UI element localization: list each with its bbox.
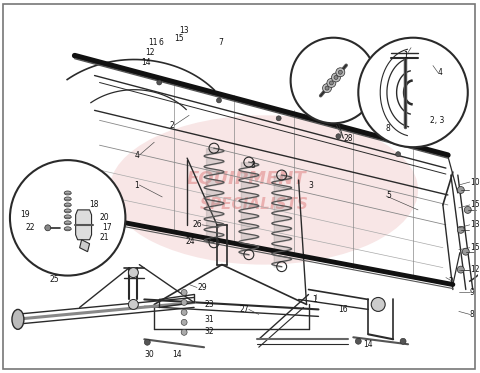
Circle shape [457,266,464,273]
Circle shape [457,226,464,233]
Text: 4: 4 [134,151,139,160]
Text: 14: 14 [142,58,151,67]
Text: 31: 31 [204,315,214,324]
Text: 15: 15 [470,200,480,209]
Circle shape [144,339,150,345]
Text: 9: 9 [470,288,475,297]
Text: 8: 8 [385,124,390,133]
Ellipse shape [64,215,71,219]
Circle shape [290,38,376,123]
Circle shape [338,70,342,74]
Text: 6: 6 [159,38,164,47]
Text: 4: 4 [438,68,443,77]
Circle shape [334,75,338,79]
Text: 1: 1 [404,51,408,60]
Text: 29: 29 [197,283,207,292]
Ellipse shape [64,203,71,207]
Text: 2: 2 [169,121,174,130]
Text: 5: 5 [386,191,391,200]
Text: 1: 1 [134,181,139,189]
Text: 16: 16 [338,305,348,314]
Text: 2, 3: 2, 3 [430,116,444,125]
Circle shape [323,84,332,93]
Text: 12: 12 [470,265,479,274]
Text: 14: 14 [172,350,182,359]
Text: 27: 27 [239,305,249,314]
Circle shape [332,73,340,82]
Text: 32: 32 [204,327,214,336]
Text: 17: 17 [103,223,112,232]
Ellipse shape [64,221,71,225]
Text: 22: 22 [25,223,35,232]
Text: 10: 10 [470,178,480,186]
Text: 8: 8 [470,310,475,319]
Circle shape [355,338,361,344]
Text: 20: 20 [99,213,109,222]
Text: 24: 24 [185,237,195,246]
Circle shape [336,134,341,139]
Polygon shape [80,240,90,252]
Ellipse shape [12,310,24,329]
Circle shape [457,186,464,194]
Text: 1: 1 [312,295,316,304]
Circle shape [45,225,51,231]
Text: EQUIPMENT: EQUIPMENT [187,169,307,187]
Text: 3: 3 [251,161,256,170]
Circle shape [181,300,187,305]
Text: 11: 11 [148,38,157,47]
Text: 13: 13 [470,220,480,229]
Text: 21: 21 [99,233,109,242]
Circle shape [464,206,471,213]
Text: 3: 3 [309,181,313,189]
Circle shape [396,152,401,157]
Text: SPECIALISTS: SPECIALISTS [199,197,308,212]
Circle shape [128,300,138,310]
Circle shape [358,38,468,147]
Circle shape [181,310,187,316]
Ellipse shape [64,227,71,231]
Circle shape [329,81,334,85]
Circle shape [400,338,406,344]
Circle shape [336,68,345,77]
Text: 30: 30 [144,350,154,359]
Circle shape [276,116,281,121]
Text: 7: 7 [218,38,223,47]
Circle shape [157,80,162,85]
Text: 2: 2 [448,277,453,286]
Ellipse shape [64,209,71,213]
Text: 15: 15 [174,34,184,43]
Text: 25: 25 [50,275,60,284]
Text: 14: 14 [363,340,373,349]
Text: 13: 13 [180,26,189,35]
Circle shape [327,78,336,87]
Circle shape [128,267,138,278]
Circle shape [10,160,125,276]
Text: 15: 15 [470,243,480,252]
Circle shape [462,248,469,255]
Text: 12: 12 [145,48,154,57]
Circle shape [216,98,221,103]
Circle shape [325,86,329,90]
Text: 18: 18 [90,200,99,209]
Text: 23: 23 [204,300,214,309]
Ellipse shape [109,115,418,264]
Ellipse shape [64,191,71,195]
Circle shape [181,289,187,295]
Polygon shape [76,210,92,240]
Circle shape [181,329,187,335]
Circle shape [371,298,385,311]
Text: 28: 28 [343,134,353,143]
Circle shape [181,319,187,325]
Text: 19: 19 [20,210,30,219]
Text: 26: 26 [192,220,202,229]
Ellipse shape [64,197,71,201]
